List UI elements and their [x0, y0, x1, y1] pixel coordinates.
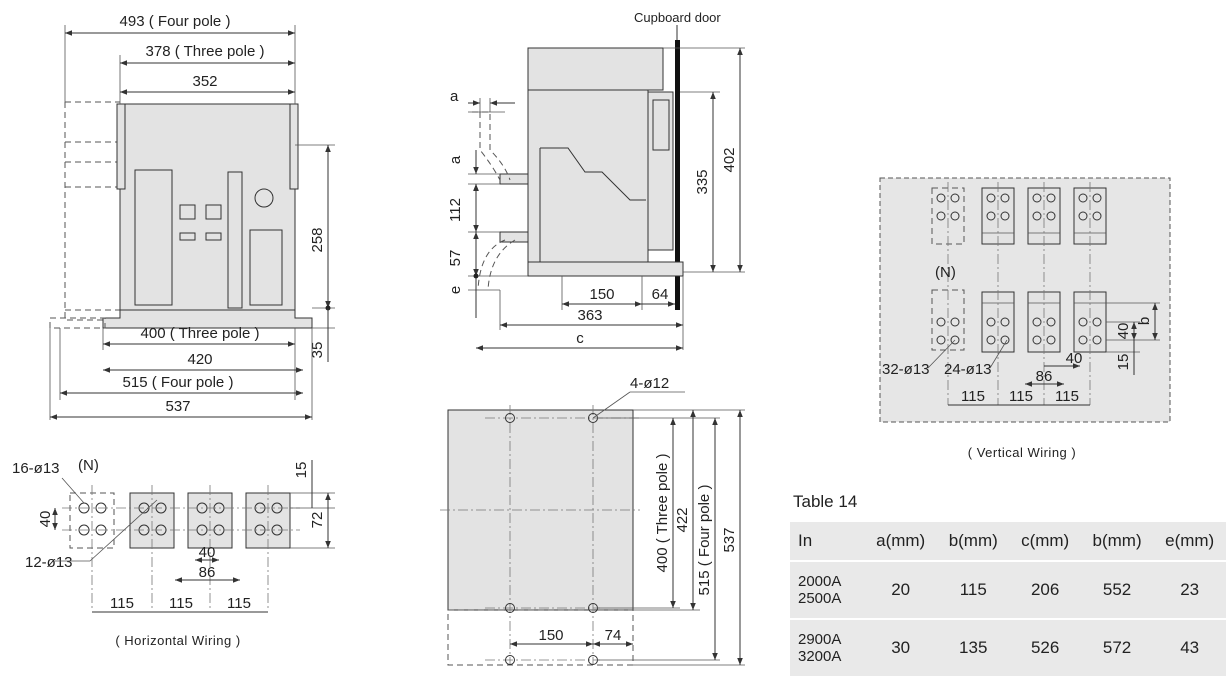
dim-150-mount: 150	[538, 627, 563, 644]
label-hole-32: 32-ø13	[882, 361, 930, 378]
dim-115-h-2: 115	[169, 595, 193, 612]
cell-in: 2000A 2500A	[790, 561, 865, 620]
header-c: c(mm)	[1009, 522, 1081, 562]
dim-537-mount: 537	[721, 527, 738, 552]
dim-115-h-3: 115	[227, 595, 251, 612]
dim-363: 363	[577, 307, 602, 324]
dim-64: 64	[652, 286, 669, 303]
label-neutral-v: (N)	[935, 264, 956, 281]
header-in: In	[790, 522, 865, 562]
table-row: 2900A 3200A 30 135 526 572 43	[790, 619, 1226, 678]
dim-40-left: 40	[37, 511, 54, 528]
mounting-view: 4-ø12 400 ( Three pole ) 422 515 ( Four …	[440, 375, 745, 666]
label-holes-4: 4-ø12	[630, 375, 669, 392]
caption-vertical-wiring: ( Vertical Wiring )	[968, 445, 1076, 460]
header-e: e(mm)	[1153, 522, 1226, 562]
cell-c: 206	[1009, 561, 1081, 620]
dim-15-h: 15	[293, 462, 310, 479]
dim-c: c	[576, 330, 584, 347]
horizontal-wiring-view: 16-ø13 (N) 12-ø13 40 15 72 40 86 115 115…	[12, 457, 335, 648]
dimension-table: In a(mm) b(mm) c(mm) b(mm) e(mm) 2000A 2…	[790, 522, 1226, 678]
cell-e: 43	[1153, 619, 1226, 678]
dim-115-v-2: 115	[1009, 388, 1033, 405]
dim-57: 57	[447, 250, 464, 267]
table-title: Table 14	[793, 492, 858, 511]
dim-112: 112	[447, 198, 464, 222]
table-header-row: In a(mm) b(mm) c(mm) b(mm) e(mm)	[790, 522, 1226, 562]
table-row: 2000A 2500A 20 115 206 552 23	[790, 561, 1226, 620]
header-b2: b(mm)	[1080, 522, 1154, 562]
dim-74: 74	[605, 627, 622, 644]
dim-400-three-pole: 400 ( Three pole )	[654, 454, 671, 573]
dim-402: 402	[721, 147, 738, 172]
dim-150-side: 150	[589, 286, 614, 303]
cell-in-line-1: 2000A	[798, 573, 842, 590]
caption-horizontal-wiring: ( Horizontal Wiring )	[115, 633, 240, 648]
front-view: 493 ( Four pole ) 378 ( Three pole ) 352…	[49, 13, 335, 420]
dim-86-h: 86	[199, 564, 216, 581]
dim-three-pole-bottom: 400 ( Three pole )	[141, 325, 260, 342]
dim-four-pole-bottom: 515 ( Four pole )	[123, 374, 234, 391]
dim-a-left: a	[447, 155, 464, 164]
dim-40-h-bottom: 40	[199, 544, 216, 561]
dim-515-four-pole: 515 ( Four pole )	[696, 485, 713, 596]
dim-four-pole-top: 493 ( Four pole )	[120, 13, 231, 30]
dim-bottom-537: 537	[165, 398, 190, 415]
header-a: a(mm)	[864, 522, 937, 562]
spec-table: Table 14 In a(mm) b(mm) c(mm) b(mm) e(mm…	[790, 492, 1226, 678]
cell-in-line-2: 3200A	[798, 648, 842, 665]
dim-40-v-right: 40	[1115, 323, 1132, 340]
dim-86-v: 86	[1036, 368, 1053, 385]
dim-335: 335	[694, 169, 711, 194]
dim-a-top: a	[450, 88, 459, 105]
cell-b2: 552	[1080, 561, 1154, 620]
dim-e: e	[447, 286, 464, 294]
dim-422: 422	[674, 507, 691, 532]
dim-bottom-420: 420	[187, 351, 212, 368]
cell-a: 30	[864, 619, 937, 678]
dim-three-pole-top: 378 ( Three pole )	[146, 43, 265, 60]
label-hole-12: 12-ø13	[25, 554, 73, 571]
dim-15-v: 15	[1115, 354, 1132, 371]
dim-foot-height: 35	[309, 342, 326, 359]
vertical-wiring-view: (N) 32-ø13 24-ø13 40 b 15 40 86 115 115 …	[879, 177, 1171, 460]
cell-c: 526	[1009, 619, 1081, 678]
cell-in: 2900A 3200A	[790, 619, 865, 678]
side-view: Cupboard door a a 112 57	[447, 10, 745, 351]
label-hole-16: 16-ø13	[12, 460, 60, 477]
cell-in-line-2: 2500A	[798, 590, 842, 607]
label-cupboard-door: Cupboard door	[634, 10, 721, 25]
label-hole-24: 24-ø13	[944, 361, 992, 378]
dim-height: 258	[309, 227, 326, 252]
cell-in-line-1: 2900A	[798, 631, 842, 648]
cell-b: 115	[936, 561, 1010, 620]
dim-inner-width: 352	[192, 73, 217, 90]
dim-115-h-1: 115	[110, 595, 134, 612]
header-b: b(mm)	[936, 522, 1010, 562]
dim-115-v-3: 115	[1055, 388, 1079, 405]
cell-b2: 572	[1080, 619, 1154, 678]
dim-b-v: b	[1136, 317, 1153, 325]
cell-b: 135	[936, 619, 1010, 678]
label-neutral-h: (N)	[78, 457, 99, 474]
cell-a: 20	[864, 561, 937, 620]
dim-115-v-1: 115	[961, 388, 985, 405]
dim-72-h: 72	[309, 512, 326, 529]
dim-40-v-bottom: 40	[1066, 350, 1083, 367]
cell-e: 23	[1153, 561, 1226, 620]
pitch-dims-h: 115 115 115	[110, 595, 251, 612]
